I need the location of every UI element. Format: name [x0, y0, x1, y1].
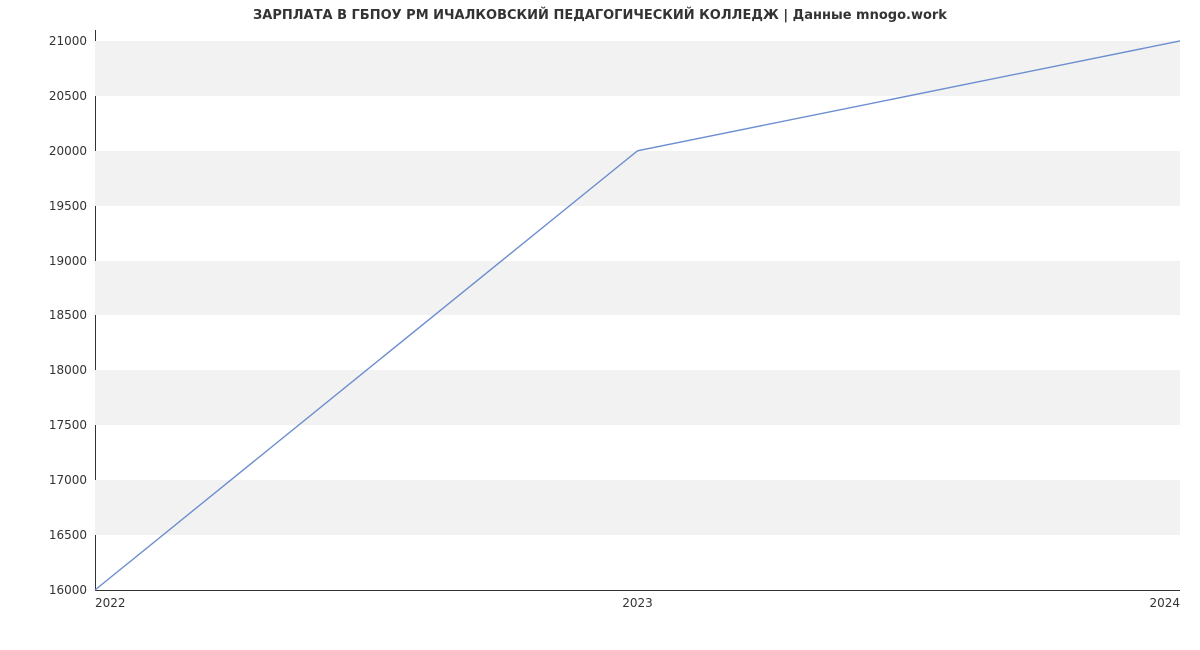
- y-tick-label: 20500: [49, 89, 87, 103]
- chart-container: { "chart": { "type": "line", "title": "З…: [0, 0, 1200, 650]
- x-tick-label: 2024: [1149, 596, 1180, 610]
- y-tick-label: 16000: [49, 583, 87, 597]
- line-series: [95, 41, 1180, 590]
- y-tick-label: 17000: [49, 473, 87, 487]
- x-tick-label: 2022: [95, 596, 126, 610]
- x-axis-line: [95, 590, 1180, 591]
- y-tick-label: 19500: [49, 199, 87, 213]
- y-tick-label: 20000: [49, 144, 87, 158]
- y-tick-label: 19000: [49, 254, 87, 268]
- chart-title: ЗАРПЛАТА В ГБПОУ РМ ИЧАЛКОВСКИЙ ПЕДАГОГИ…: [0, 8, 1200, 23]
- y-tick-label: 17500: [49, 418, 87, 432]
- y-tick-label: 21000: [49, 34, 87, 48]
- y-tick-label: 16500: [49, 528, 87, 542]
- x-tick-label: 2023: [622, 596, 653, 610]
- y-tick-label: 18000: [49, 363, 87, 377]
- line-series-svg: [95, 30, 1180, 590]
- plot-area: 1600016500170001750018000185001900019500…: [95, 30, 1180, 590]
- y-tick-label: 18500: [49, 308, 87, 322]
